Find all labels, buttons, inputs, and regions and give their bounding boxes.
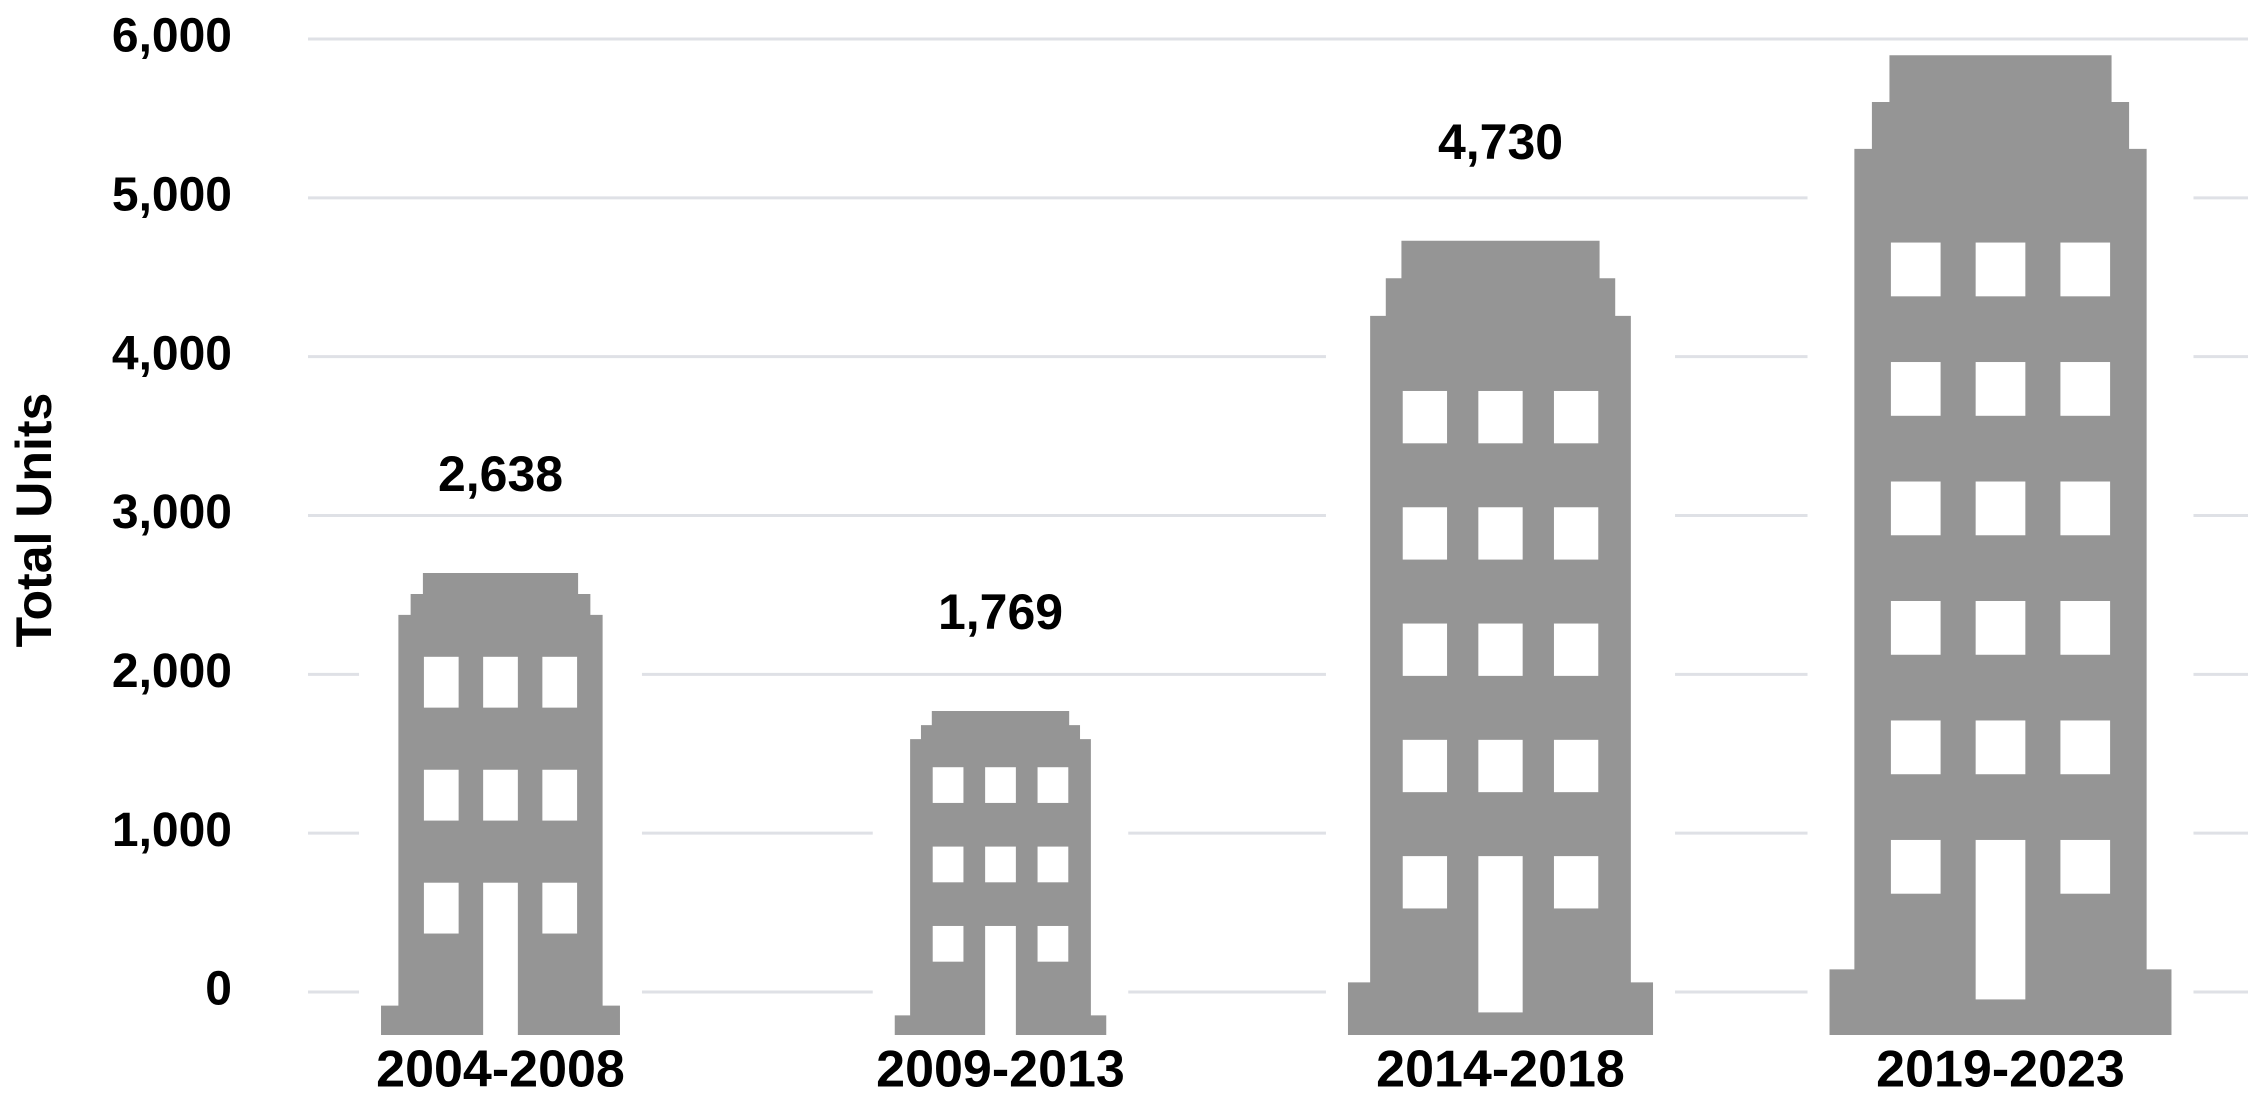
- x-tick-label: 2014-2018: [1376, 1041, 1625, 1099]
- window: [1890, 362, 1941, 416]
- window: [483, 769, 518, 821]
- value-label: 4,730: [1438, 114, 1563, 170]
- window: [1975, 720, 2026, 775]
- window: [1402, 390, 1448, 444]
- x-tick-label: 2009-2013: [876, 1041, 1125, 1099]
- building: [1829, 55, 2172, 1036]
- window: [1890, 481, 1941, 536]
- y-tick-label: 3,000: [112, 486, 232, 539]
- window: [1975, 481, 2026, 536]
- window: [1553, 390, 1599, 444]
- window: [1975, 600, 2026, 655]
- window: [423, 769, 459, 821]
- window: [1037, 846, 1069, 883]
- value-label: 2,638: [438, 446, 563, 502]
- window: [1553, 623, 1599, 676]
- window: [1478, 390, 1523, 444]
- window: [2060, 600, 2111, 655]
- window: [1553, 739, 1599, 793]
- window: [1553, 507, 1599, 560]
- window: [932, 925, 964, 962]
- x-tick-label: 2004-2008: [376, 1041, 625, 1099]
- window: [423, 882, 459, 934]
- door: [1478, 856, 1523, 1013]
- window: [2060, 720, 2111, 775]
- y-tick-label: 1,000: [112, 804, 232, 857]
- y-tick-label: 5,000: [112, 169, 232, 222]
- y-tick-label: 2,000: [112, 645, 232, 698]
- window: [932, 846, 964, 883]
- window: [542, 656, 578, 708]
- window: [542, 769, 578, 821]
- door: [985, 925, 1016, 1046]
- y-tick-label: 6,000: [112, 10, 232, 63]
- window: [985, 767, 1016, 803]
- y-tick-label: 4,000: [112, 327, 232, 380]
- window: [1402, 739, 1448, 793]
- window: [1402, 507, 1448, 560]
- window: [1975, 242, 2026, 297]
- window: [1890, 720, 1941, 775]
- window: [1890, 839, 1941, 894]
- window: [1037, 925, 1069, 962]
- y-tick-label: 0: [205, 963, 232, 1016]
- door: [1975, 839, 2026, 1000]
- window: [1037, 767, 1069, 803]
- window: [2060, 839, 2111, 894]
- window: [1975, 362, 2026, 416]
- window: [1890, 242, 1941, 297]
- door: [483, 882, 518, 1036]
- window: [1402, 623, 1448, 676]
- window: [932, 767, 964, 803]
- window: [985, 846, 1016, 883]
- window: [1478, 507, 1523, 560]
- window: [1890, 600, 1941, 655]
- window: [2060, 242, 2111, 297]
- window: [1478, 739, 1523, 793]
- x-tick-label: 2019-2023: [1876, 1041, 2125, 1099]
- y-axis-label: Total Units: [6, 393, 62, 648]
- window: [483, 656, 518, 708]
- window: [542, 882, 578, 934]
- window: [1553, 856, 1599, 909]
- window: [1402, 856, 1448, 909]
- window: [423, 656, 459, 708]
- window: [2060, 362, 2111, 416]
- window: [2060, 481, 2111, 536]
- window: [1478, 623, 1523, 676]
- value-label: 1,769: [938, 584, 1063, 640]
